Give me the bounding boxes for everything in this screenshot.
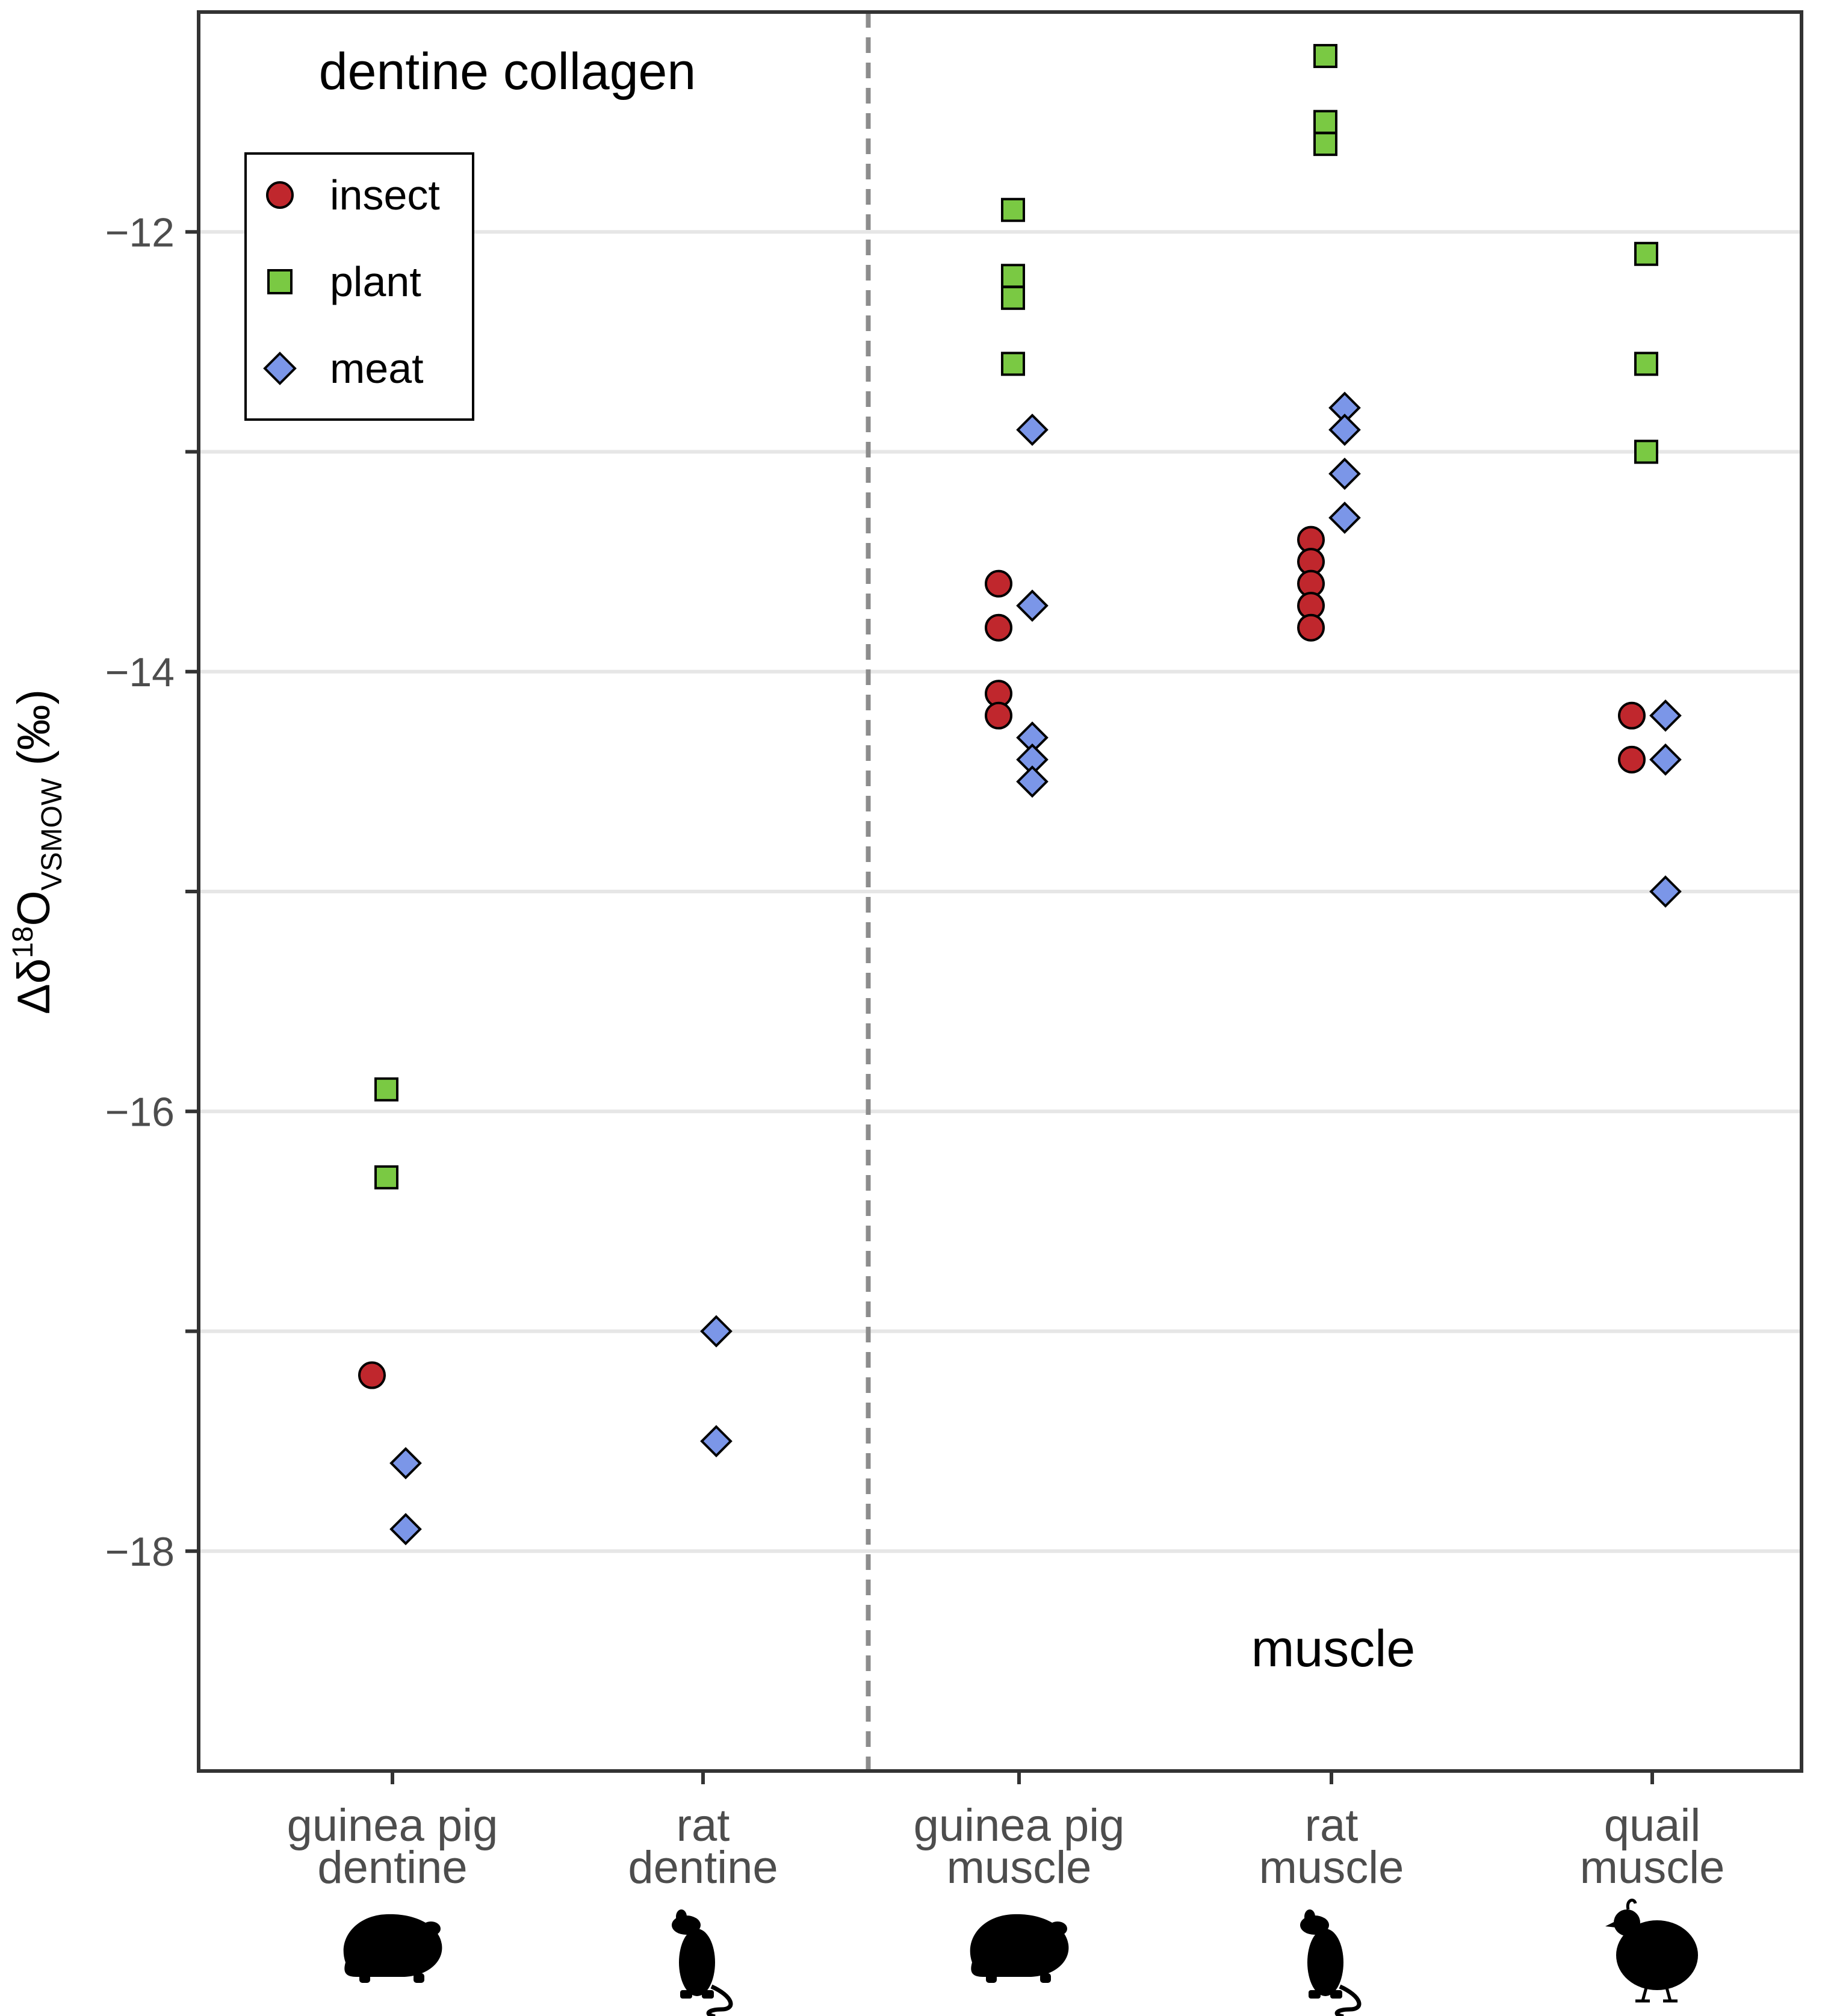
legend-plant-label: plant [330, 258, 421, 305]
data-points [358, 44, 1682, 1546]
x-tick-label-line1: rat [677, 1800, 730, 1851]
meat-point [1016, 414, 1049, 446]
plant-point [1634, 439, 1658, 464]
y-axis: −18 −16 −14 −12 [105, 209, 199, 1575]
meat-point [1328, 414, 1361, 446]
plant-point [374, 1165, 398, 1189]
legend-plant-marker [267, 269, 293, 294]
meat-point [1649, 743, 1682, 776]
plant-point [1313, 132, 1337, 157]
y-tick-label: −12 [105, 209, 175, 255]
legend: insect plant meat [244, 152, 474, 421]
rat-icon [672, 1909, 733, 2016]
animal-icons [343, 1899, 1698, 2016]
x-tick-label-line1: guinea pig [287, 1800, 498, 1851]
panel-label-dentine-collagen: dentine collagen [319, 43, 696, 101]
guinea-pig-icon [343, 1914, 442, 1983]
plant-point [1313, 44, 1337, 69]
plant-point [374, 1077, 398, 1102]
insect-point [1618, 745, 1646, 774]
plant-point [1634, 241, 1658, 266]
panel-label-muscle: muscle [1251, 1620, 1415, 1678]
insect-point [985, 569, 1012, 598]
plant-point [1001, 352, 1025, 376]
x-tick-label-line2: muscle [1580, 1842, 1725, 1893]
legend-insect-marker [266, 181, 294, 209]
legend-meat-label: meat [330, 345, 424, 392]
quail-icon [1605, 1899, 1698, 2003]
legend-insect-label: insect [330, 172, 440, 219]
meat-point [700, 1425, 733, 1457]
legend-meat-marker [263, 352, 297, 385]
y-axis-title: Δδ18OVSMOW (‰) [7, 689, 68, 1014]
meat-point [1649, 875, 1682, 908]
insect-point [1618, 701, 1646, 730]
meat-point [389, 1447, 422, 1480]
insect-point [985, 613, 1012, 642]
y-tick-label: −18 [105, 1529, 175, 1575]
insect-point [358, 1361, 386, 1389]
guinea-pig-icon [970, 1914, 1069, 1983]
meat-point [1649, 699, 1682, 732]
plant-point [1313, 110, 1337, 134]
y-tick-label: −16 [105, 1089, 175, 1135]
plant-point [1634, 352, 1658, 376]
x-tick-label-line2: muscle [947, 1842, 1092, 1893]
y-tick-label: −14 [105, 650, 175, 695]
rat-icon [1300, 1909, 1362, 2016]
meat-point [1016, 589, 1049, 622]
x-tick-label-line1: rat [1305, 1800, 1359, 1851]
x-tick-label-line2: dentine [317, 1842, 467, 1893]
meat-point [389, 1513, 422, 1546]
meat-point [1328, 457, 1361, 490]
meat-point [700, 1315, 733, 1348]
x-tick-label-line1: guinea pig [914, 1800, 1125, 1851]
insect-point [985, 701, 1012, 730]
plant-point [1001, 197, 1025, 222]
plant-point [1001, 264, 1025, 288]
x-tick-label-line2: dentine [628, 1842, 778, 1893]
meat-point [1016, 765, 1049, 798]
insect-point [1297, 613, 1325, 642]
plant-point [1001, 285, 1025, 310]
meat-point [1328, 501, 1361, 534]
x-tick-label-line2: muscle [1259, 1842, 1404, 1893]
x-tick-label-line1: quail [1604, 1800, 1701, 1851]
